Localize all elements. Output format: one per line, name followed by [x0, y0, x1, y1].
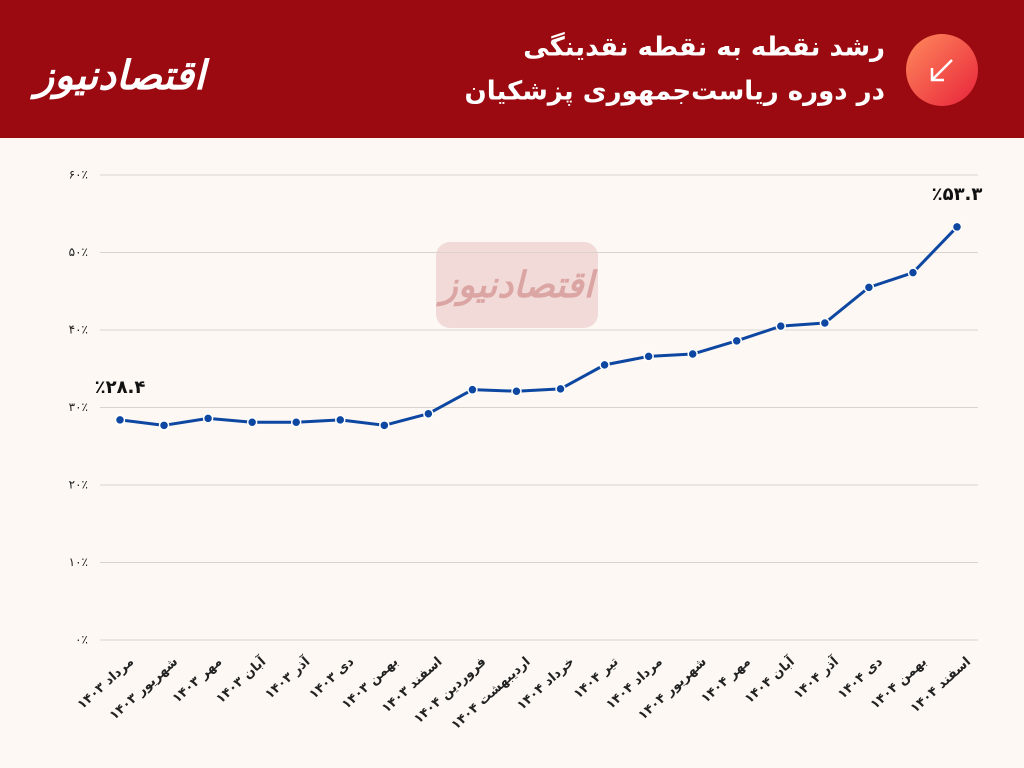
y-tick-label: ۰٪ — [75, 633, 88, 647]
data-point — [335, 414, 346, 426]
data-point — [290, 416, 302, 428]
data-point — [907, 267, 919, 278]
data-point — [687, 348, 698, 360]
watermark-box — [436, 242, 598, 328]
logo: اقتصادنیوز — [30, 53, 210, 100]
data-point — [775, 320, 787, 332]
data-point — [951, 221, 963, 233]
header — [0, 0, 1024, 138]
icon-arrow — [930, 59, 953, 82]
data-point — [555, 383, 566, 395]
data-point — [863, 282, 875, 293]
data-point — [202, 413, 214, 424]
y-tick-label: ۶۰٪ — [69, 168, 88, 182]
y-tick-label: ۳۰٪ — [69, 400, 88, 414]
data-point — [819, 317, 831, 329]
chart-title: در دوره ریاست‌جمهوری پزشکیان — [465, 77, 886, 107]
chart-title: رشد نقطه به نقطه نقدینگی — [523, 32, 885, 63]
data-point — [158, 420, 170, 431]
y-tick-label: ۱۰٪ — [69, 555, 88, 569]
y-tick-label: ۴۰٪ — [69, 323, 88, 337]
y-tick-label: ۵۰٪ — [69, 245, 88, 259]
data-point — [423, 408, 434, 419]
y-tick-label: ۲۰٪ — [69, 478, 88, 492]
data-label: ٪۵۳.۳ — [932, 184, 983, 205]
data-point — [599, 359, 610, 371]
data-point — [731, 335, 742, 347]
data-line — [119, 225, 959, 427]
data-point — [114, 414, 126, 426]
data-point — [379, 420, 390, 431]
data-point — [246, 416, 258, 428]
watermark: اقتصادنیوز — [435, 265, 598, 307]
data-point — [511, 385, 522, 397]
data-point — [643, 351, 654, 362]
data-label: ٪۲۸.۴ — [95, 377, 146, 398]
data-point — [467, 384, 478, 395]
